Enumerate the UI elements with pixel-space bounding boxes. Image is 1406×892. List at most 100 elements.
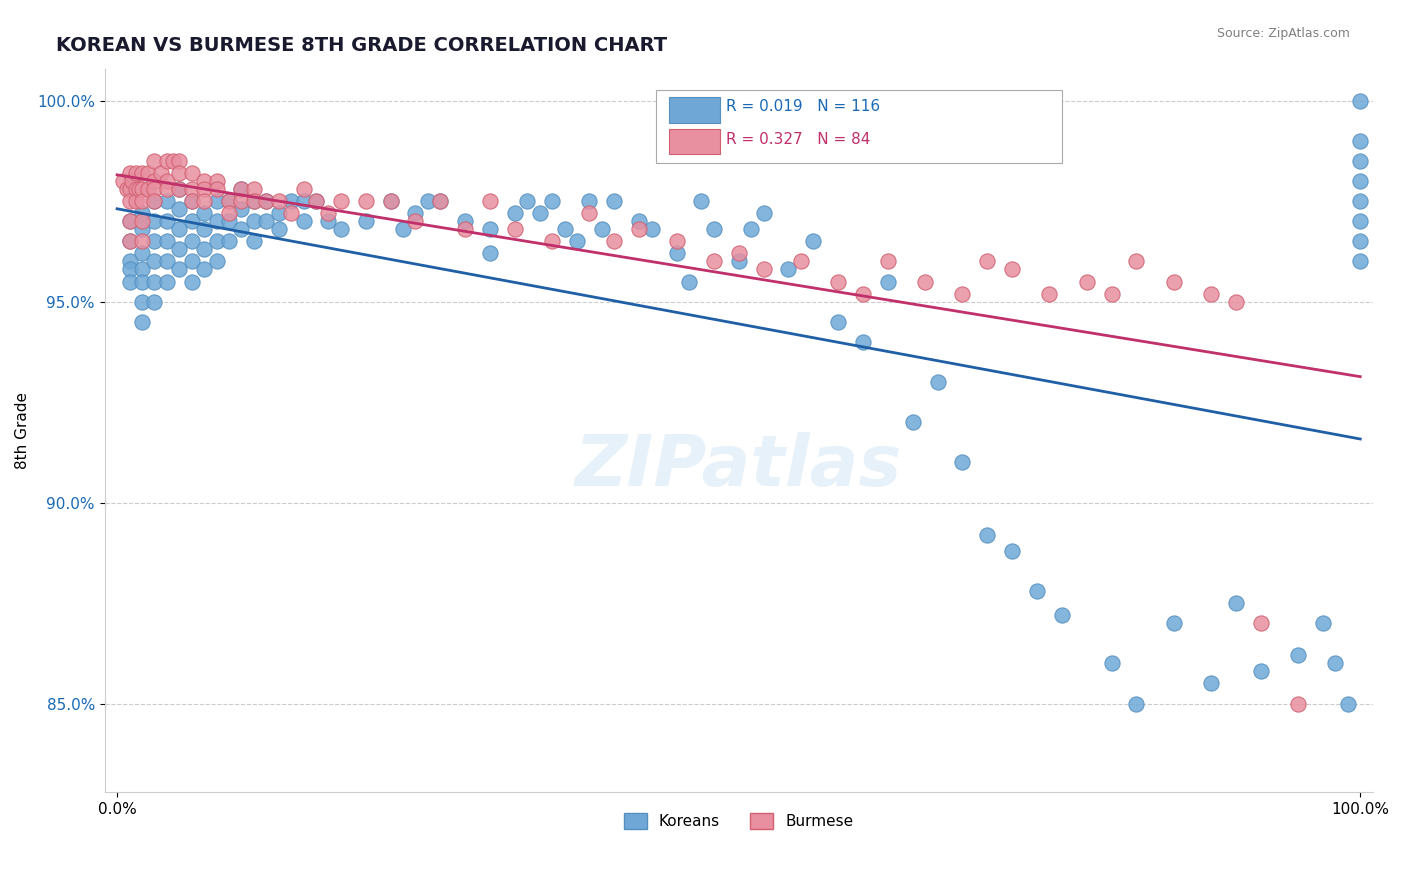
Koreans (180, 275, 202, 289)
FancyBboxPatch shape (669, 128, 720, 154)
Burmese (131, 182, 153, 196)
Burmese (318, 206, 340, 220)
Burmese (231, 182, 253, 196)
Burmese (131, 194, 153, 209)
Burmese (180, 182, 202, 196)
Koreans (404, 206, 426, 220)
Koreans (143, 294, 166, 309)
Koreans (143, 214, 166, 228)
Koreans (156, 214, 179, 228)
Burmese (976, 254, 998, 268)
Koreans (1125, 697, 1147, 711)
Koreans (205, 235, 228, 249)
Koreans (156, 275, 179, 289)
Koreans (180, 214, 202, 228)
Koreans (479, 246, 502, 260)
Koreans (167, 222, 190, 236)
Koreans (254, 194, 277, 209)
Burmese (143, 174, 166, 188)
Koreans (131, 222, 153, 236)
FancyBboxPatch shape (669, 97, 720, 123)
Burmese (354, 194, 377, 209)
Burmese (205, 174, 228, 188)
Burmese (280, 206, 302, 220)
Koreans (603, 194, 626, 209)
Koreans (118, 254, 141, 268)
Koreans (131, 246, 153, 260)
Burmese (156, 153, 179, 168)
Koreans (292, 214, 315, 228)
Koreans (380, 194, 402, 209)
Koreans (1001, 544, 1024, 558)
Burmese (1038, 286, 1060, 301)
Koreans (243, 214, 266, 228)
Koreans (578, 194, 600, 209)
Burmese (1286, 697, 1309, 711)
Koreans (231, 222, 253, 236)
Text: Source: ZipAtlas.com: Source: ZipAtlas.com (1216, 27, 1350, 40)
Koreans (143, 254, 166, 268)
Burmese (243, 194, 266, 209)
Koreans (801, 235, 824, 249)
Koreans (1348, 254, 1371, 268)
Koreans (529, 206, 551, 220)
Koreans (1324, 657, 1347, 671)
Burmese (703, 254, 725, 268)
Burmese (914, 275, 936, 289)
Koreans (927, 375, 949, 389)
Burmese (156, 182, 179, 196)
Y-axis label: 8th Grade: 8th Grade (15, 392, 30, 468)
Koreans (231, 202, 253, 217)
Koreans (167, 243, 190, 257)
Burmese (1076, 275, 1098, 289)
Koreans (976, 527, 998, 541)
Burmese (827, 275, 849, 289)
Burmese (665, 235, 688, 249)
Burmese (136, 166, 159, 180)
Burmese (131, 235, 153, 249)
Koreans (727, 254, 749, 268)
Koreans (416, 194, 439, 209)
Burmese (131, 214, 153, 228)
Burmese (118, 235, 141, 249)
Koreans (267, 206, 290, 220)
Burmese (167, 182, 190, 196)
Koreans (665, 246, 688, 260)
Burmese (267, 194, 290, 209)
Burmese (479, 194, 502, 209)
Burmese (1101, 286, 1123, 301)
Koreans (1348, 235, 1371, 249)
Koreans (1348, 214, 1371, 228)
Koreans (205, 214, 228, 228)
Koreans (565, 235, 588, 249)
Koreans (516, 194, 538, 209)
FancyBboxPatch shape (657, 90, 1062, 162)
Koreans (131, 275, 153, 289)
Koreans (118, 275, 141, 289)
Burmese (1163, 275, 1185, 289)
Koreans (1348, 134, 1371, 148)
Text: ZIPatlas: ZIPatlas (575, 432, 903, 501)
Koreans (218, 214, 240, 228)
Burmese (790, 254, 813, 268)
Koreans (180, 194, 202, 209)
Burmese (628, 222, 651, 236)
Burmese (193, 174, 215, 188)
Koreans (628, 214, 651, 228)
Koreans (292, 194, 315, 209)
Koreans (156, 194, 179, 209)
Koreans (852, 334, 875, 349)
Burmese (603, 235, 626, 249)
Burmese (125, 194, 148, 209)
Koreans (1348, 174, 1371, 188)
Koreans (193, 206, 215, 220)
Koreans (156, 235, 179, 249)
Koreans (354, 214, 377, 228)
Koreans (479, 222, 502, 236)
Burmese (180, 166, 202, 180)
Burmese (329, 194, 352, 209)
Koreans (952, 455, 974, 469)
Koreans (1163, 616, 1185, 631)
Burmese (180, 194, 202, 209)
Burmese (131, 166, 153, 180)
